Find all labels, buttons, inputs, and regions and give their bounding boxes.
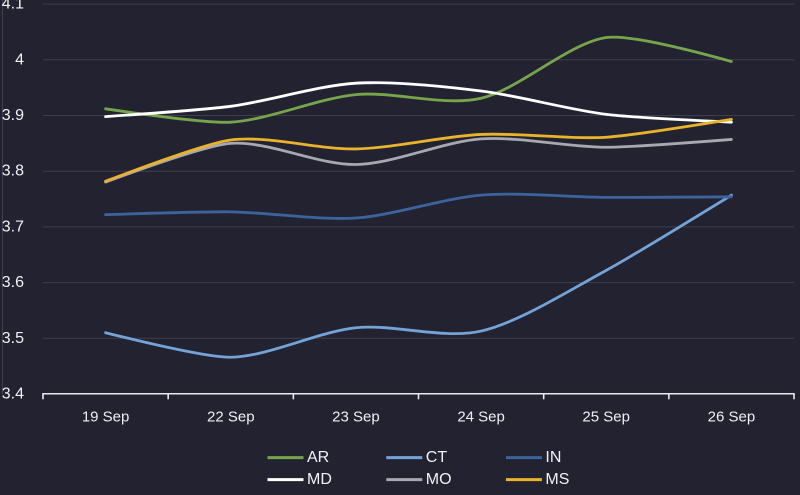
svg-text:3.6: 3.6 [2, 274, 24, 291]
svg-text:19 Sep: 19 Sep [82, 409, 130, 426]
svg-text:25 Sep: 25 Sep [582, 409, 630, 426]
svg-text:3.4: 3.4 [2, 386, 24, 403]
svg-text:MS: MS [545, 471, 569, 488]
svg-text:26 Sep: 26 Sep [708, 409, 756, 426]
svg-text:4: 4 [15, 51, 24, 68]
svg-text:AR: AR [307, 449, 329, 466]
svg-text:24 Sep: 24 Sep [457, 409, 505, 426]
svg-text:22 Sep: 22 Sep [207, 409, 255, 426]
svg-text:IN: IN [545, 449, 561, 466]
svg-text:4.1: 4.1 [2, 0, 24, 13]
svg-text:CT: CT [426, 449, 448, 466]
svg-text:23 Sep: 23 Sep [332, 409, 380, 426]
svg-text:3.7: 3.7 [2, 218, 24, 235]
svg-text:MD: MD [307, 471, 332, 488]
svg-text:3.5: 3.5 [2, 330, 24, 347]
svg-text:3.8: 3.8 [2, 163, 24, 180]
svg-text:3.9: 3.9 [2, 107, 24, 124]
svg-text:MO: MO [426, 471, 452, 488]
